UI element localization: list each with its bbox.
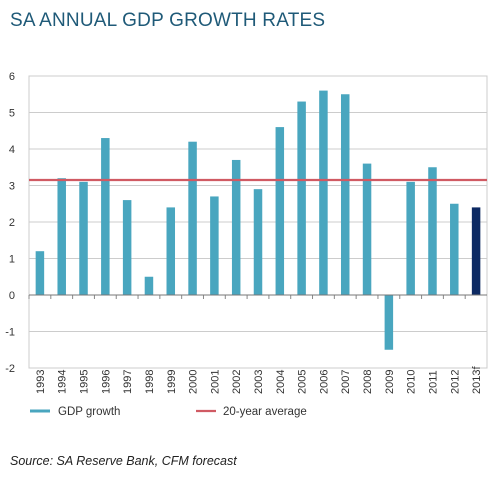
- x-tick-label: 1995: [79, 370, 91, 394]
- x-tick-label: 2010: [406, 370, 418, 394]
- bar-2003: [253, 189, 263, 295]
- bar-1999: [166, 207, 176, 295]
- x-tick-label: 2004: [275, 370, 287, 394]
- x-tick-label: 2011: [427, 370, 439, 394]
- bar-2009: [384, 295, 394, 350]
- y-tick-label: -2: [5, 363, 15, 375]
- x-tick-label: 2005: [297, 370, 309, 394]
- x-tick-label: 2006: [318, 370, 330, 394]
- x-tick-label: 1997: [122, 370, 134, 394]
- legend-label-gdp: GDP growth: [58, 406, 120, 418]
- x-tick-label: 2012: [449, 370, 461, 394]
- bar-1997: [122, 200, 132, 295]
- x-tick-label: 1994: [57, 370, 69, 394]
- x-tick-label: 2013f: [471, 366, 483, 394]
- source-note: Source: SA Reserve Bank, CFM forecast: [10, 454, 237, 468]
- bar-2008: [362, 163, 372, 295]
- x-tick-label: 2008: [362, 370, 374, 394]
- y-tick-label: 5: [9, 108, 15, 120]
- x-tick-label: 2002: [231, 370, 243, 394]
- x-tick-label: 1998: [144, 370, 156, 394]
- y-tick-label: -1: [5, 327, 15, 339]
- y-tick-label: 4: [9, 144, 15, 156]
- y-tick-label: 0: [9, 290, 15, 302]
- x-tick-label: 2007: [340, 370, 352, 394]
- bar-2001: [210, 196, 219, 295]
- x-tick-label: 1999: [166, 370, 178, 394]
- x-tick-label: 2009: [384, 370, 396, 394]
- plot-frame: [28, 75, 488, 369]
- x-tick-label: 1996: [100, 370, 112, 394]
- x-tick-label: 1993: [35, 370, 47, 394]
- chart-title: SA ANNUAL GDP GROWTH RATES: [10, 10, 326, 31]
- bar-2013f: [471, 207, 481, 295]
- y-tick-label: 1: [9, 254, 15, 266]
- bar-2010: [406, 181, 415, 295]
- x-tick-label: 2003: [253, 370, 265, 394]
- y-tick-label: 2: [9, 217, 15, 229]
- bar-1994: [57, 178, 66, 295]
- bar-1998: [144, 276, 154, 295]
- bar-1996: [101, 138, 110, 295]
- bar-2005: [297, 101, 306, 295]
- bar-2002: [231, 159, 241, 295]
- bar-2006: [319, 90, 328, 295]
- bar-2012: [450, 203, 459, 295]
- bar-2004: [275, 127, 285, 295]
- y-tick-label: 3: [9, 181, 15, 193]
- bar-2007: [340, 94, 350, 295]
- bar-1995: [79, 181, 88, 295]
- bar-2000: [188, 141, 197, 295]
- x-tick-label: 2000: [188, 370, 200, 394]
- legend-label-average: 20-year average: [223, 406, 307, 418]
- y-tick-label: 6: [9, 71, 15, 83]
- bar-2011: [428, 167, 437, 295]
- x-tick-label: 2001: [209, 370, 221, 394]
- bar-1993: [35, 251, 45, 295]
